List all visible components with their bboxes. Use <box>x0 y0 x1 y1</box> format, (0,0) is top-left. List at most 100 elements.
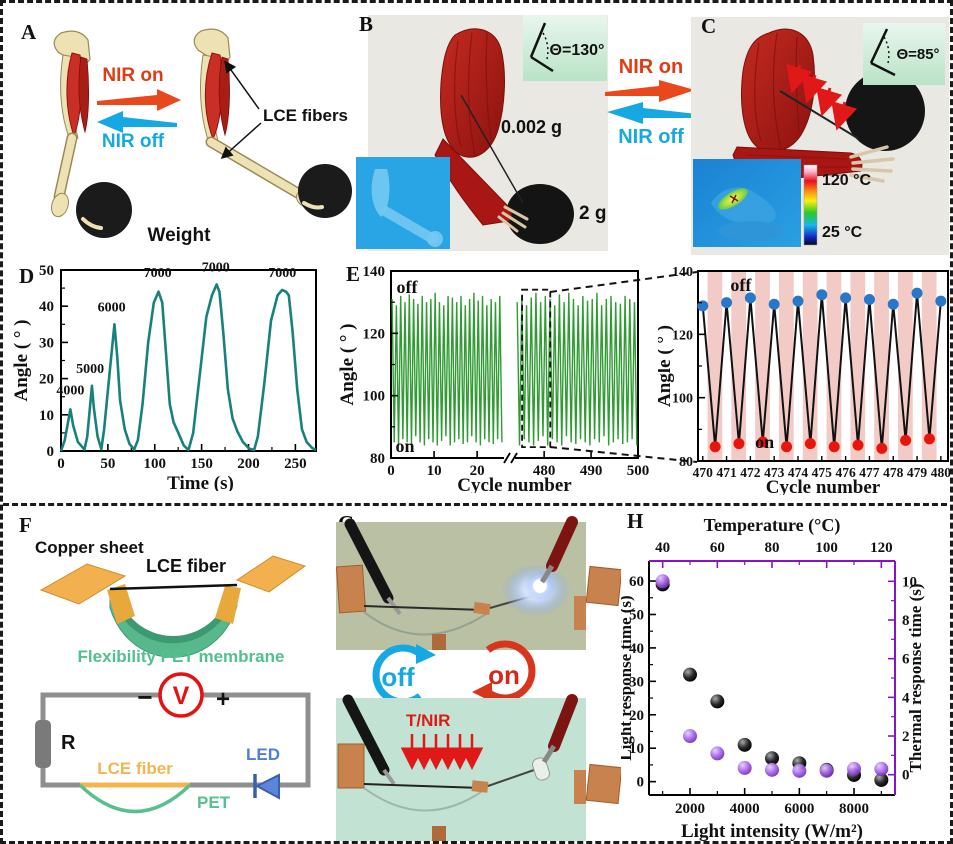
off-data-point <box>935 295 947 307</box>
copper-sheet-label: Copper sheet <box>35 538 144 557</box>
tick-label: 0 <box>637 775 645 791</box>
weight-disc <box>845 71 925 151</box>
tick-label: 100 <box>815 540 838 556</box>
panel-c-photo: C Θ=85° 1 <box>691 14 949 255</box>
on-data-point <box>709 441 721 453</box>
tick-label: 200 <box>237 456 260 472</box>
tick-label: 150 <box>190 456 213 472</box>
lce-fiber-line <box>109 583 238 591</box>
circuit-lce-label: LCE fiber <box>97 759 173 778</box>
tick-label: 8000 <box>839 801 869 817</box>
plus-sign: + <box>216 686 230 713</box>
on-data-point <box>781 441 793 453</box>
off-label: off <box>381 662 415 692</box>
tick-label: 476 <box>835 465 856 480</box>
power-annotation: 7000 <box>268 266 296 281</box>
tick-label: 470 <box>693 465 714 480</box>
chart-e-zoom-inset: 80 100 120 140 470 471 472 473 474 475 476 477 478 47… <box>658 265 950 495</box>
on-data-point <box>828 441 840 453</box>
panel-label-d: D <box>19 264 34 288</box>
off-data-point <box>697 300 709 312</box>
red-probe <box>546 516 578 572</box>
y-axis-title: Angle ( ° ) <box>338 323 358 405</box>
copper-electrode-right <box>574 770 586 804</box>
copper-tape <box>471 780 489 793</box>
thermal-response-point <box>819 763 834 778</box>
nir-off-label: NIR off <box>102 131 165 152</box>
panel-label-f: F <box>19 513 32 537</box>
thermal-response-point <box>874 761 889 776</box>
tick-label: 0 <box>902 768 910 784</box>
membrane-3d <box>39 555 307 658</box>
on-period-stripe <box>874 272 889 460</box>
red-probe <box>548 694 578 752</box>
x-axis-title: Cycle number <box>457 475 572 493</box>
tick-label: 6000 <box>784 801 814 817</box>
x-axis-title: Time (s) <box>167 473 234 491</box>
tick-label: 0 <box>387 463 395 479</box>
weight-ball <box>76 182 132 238</box>
off-data-point <box>792 295 804 307</box>
temp-low-label: 25 °C <box>822 224 863 241</box>
nir-off-label: NIR off <box>618 126 684 148</box>
tick-label: 471 <box>716 465 737 480</box>
chart-d-angle-vs-time: 0 50 100 150 200 250 0 10 20 30 40 50 4000 5000 6000 70… <box>11 260 317 491</box>
power-annotation: 7000 <box>202 260 230 275</box>
panel-label-b: B <box>359 12 373 36</box>
off-data-point <box>911 287 923 299</box>
copper-electrode-left <box>337 743 365 789</box>
tick-label: 490 <box>580 463 603 479</box>
light-response-point <box>683 667 697 682</box>
panel-label-a: A <box>21 20 37 44</box>
tick-label: 20 <box>470 463 485 479</box>
panel-label-h: H <box>627 509 643 533</box>
nir-on-label: NIR on <box>619 56 683 78</box>
on-label: on <box>755 432 774 452</box>
panel-g-photos: G off on <box>336 511 621 841</box>
tick-label: 478 <box>883 465 904 480</box>
right-axis-title: Thermal response time (s) <box>906 583 925 772</box>
resistor-label: R <box>61 732 76 754</box>
on-data-point <box>900 434 912 446</box>
off-data-point <box>863 294 875 305</box>
tick-label: 40 <box>39 299 54 315</box>
oscillation-line <box>391 292 503 446</box>
callout-line <box>220 122 262 160</box>
tick-label: 8 <box>902 613 910 629</box>
lce-fiber-label: LCE fiber <box>146 556 226 576</box>
tick-label: 250 <box>284 456 307 472</box>
tnir-arrows <box>400 734 484 770</box>
tick-label: 100 <box>363 389 386 405</box>
lce-fiber-line <box>363 605 485 611</box>
led-off <box>532 757 550 781</box>
off-data-point <box>840 292 852 304</box>
tick-label: 40 <box>655 540 670 556</box>
on-label: on <box>395 436 414 456</box>
tick-label: 500 <box>627 463 650 479</box>
tick-label: 10 <box>39 408 54 424</box>
on-data-point <box>733 438 745 450</box>
weight-ball <box>298 164 352 218</box>
data-line <box>59 283 317 452</box>
copper-wrap-left <box>107 584 135 624</box>
muscle-arm-model <box>434 28 529 233</box>
tick-label: 120 <box>672 328 693 343</box>
tick-label: 100 <box>672 392 693 407</box>
tick-label: 0 <box>57 456 65 472</box>
y-axis-title: Angle ( ° ) <box>658 325 675 407</box>
circuit-pet-arc <box>78 783 192 814</box>
black-probe <box>344 518 394 604</box>
thermal-response-point <box>655 574 670 589</box>
power-annotation: 6000 <box>98 300 126 315</box>
tick-label: 474 <box>788 465 809 480</box>
led-label: LED <box>246 745 280 764</box>
panel-b-photo: B 0.002 g 2 g Θ=130° <box>356 12 608 251</box>
angle-value: Θ=130° <box>550 42 605 59</box>
copper-strip <box>432 634 446 650</box>
lce-fiber-line <box>460 94 524 204</box>
tick-label: 80 <box>370 451 385 467</box>
muscle-arm-model-bent <box>732 28 895 184</box>
on-period-stripe <box>802 272 818 460</box>
weight-mass-label: 2 g <box>579 203 606 224</box>
copper-electrode-left <box>336 564 367 614</box>
